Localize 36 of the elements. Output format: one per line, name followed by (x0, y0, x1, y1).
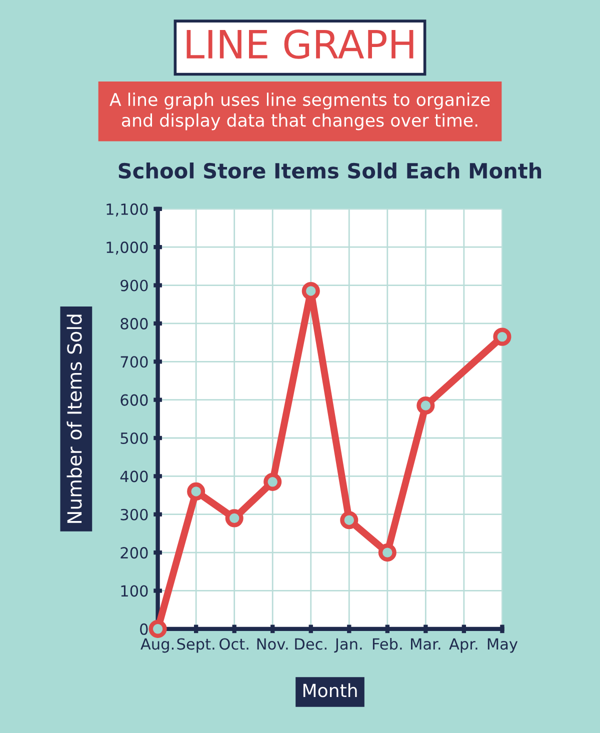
point (378, 544, 396, 562)
y-tick-label: 0 (140, 623, 148, 635)
chart-title: School Store Items Sold Each Month (118, 162, 542, 179)
point (493, 328, 512, 346)
x-tick-label: Feb. (372, 638, 402, 650)
y-tick-label: 700 (120, 356, 148, 368)
x-axis-title: Month (303, 683, 357, 698)
y-tick-label: 600 (120, 394, 148, 406)
y-tick-label: 800 (120, 318, 148, 330)
x-tick-label: Aug. (140, 638, 174, 653)
x-tick-label: Mar. (411, 638, 440, 650)
point (225, 509, 244, 528)
text: A line graph uses line segments to organize and display data that changes over time. (110, 92, 490, 130)
x-tick-label: Nov. (257, 638, 288, 650)
x-tick-label: Sept. (177, 638, 214, 653)
y-tick-label: 100 (121, 585, 148, 597)
x-tick-label: Dec. (295, 638, 326, 650)
x-tick-label: May (488, 638, 518, 653)
y-tick-label: 400 (120, 470, 148, 482)
y-tick-label: 300 (120, 508, 148, 520)
y-tick-label: 500 (120, 432, 148, 444)
point (264, 472, 282, 491)
point (187, 482, 206, 500)
x-tick-label: Jan. (334, 638, 362, 653)
y-axis-title: Number of Items Sold (66, 314, 82, 523)
point (148, 620, 167, 638)
x-tick-label: Oct. (220, 638, 248, 650)
y-tick-label: 900 (120, 280, 148, 292)
text: LINE GRAPH (186, 30, 414, 59)
point (340, 511, 358, 530)
point (416, 396, 435, 415)
y-tick-label: 1,100 (106, 203, 148, 216)
point (302, 282, 320, 300)
x-tick-label: Apr. (449, 638, 478, 653)
y-tick-label: 200 (120, 547, 148, 559)
y-tick-label: 1,000 (106, 242, 148, 255)
